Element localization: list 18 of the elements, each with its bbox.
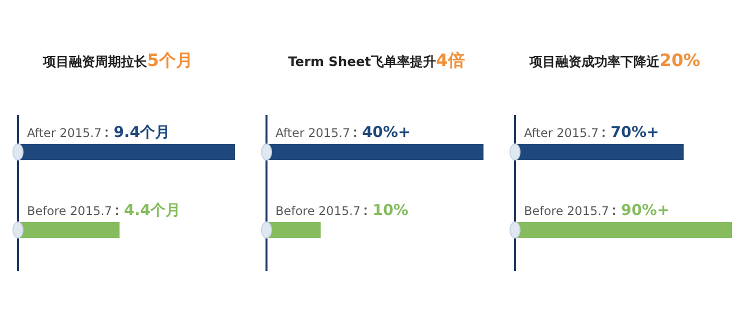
y-tick-label: Before 2015.7: [276, 204, 361, 218]
chart-subtitle: 5个月: [147, 51, 193, 71]
chart-title: 项目融资成功率下降近: [528, 54, 661, 70]
y-tick-label: Before 2015.7: [524, 204, 610, 218]
data-label: 40%+: [362, 123, 411, 141]
chart-title: 项目融资周期拉长: [42, 55, 148, 70]
chart-subtitle: 4倍: [436, 51, 465, 71]
chart-subtitle: 20%: [660, 51, 700, 71]
data-label: 90%+: [621, 201, 670, 219]
chart-title: Term Sheet飞单率提升: [288, 54, 436, 70]
data-label: 9.4个月: [114, 123, 170, 141]
y-tick-label: Before 2015.7: [27, 204, 112, 218]
y-tick-label: After 2015.7: [276, 126, 350, 140]
y-tick-label: After 2015.7: [27, 126, 102, 140]
data-label: 4.4个月: [124, 201, 181, 219]
data-label: 70%+: [610, 123, 660, 141]
data-label: 10%: [372, 201, 408, 219]
y-tick-label: After 2015.7: [524, 126, 599, 140]
